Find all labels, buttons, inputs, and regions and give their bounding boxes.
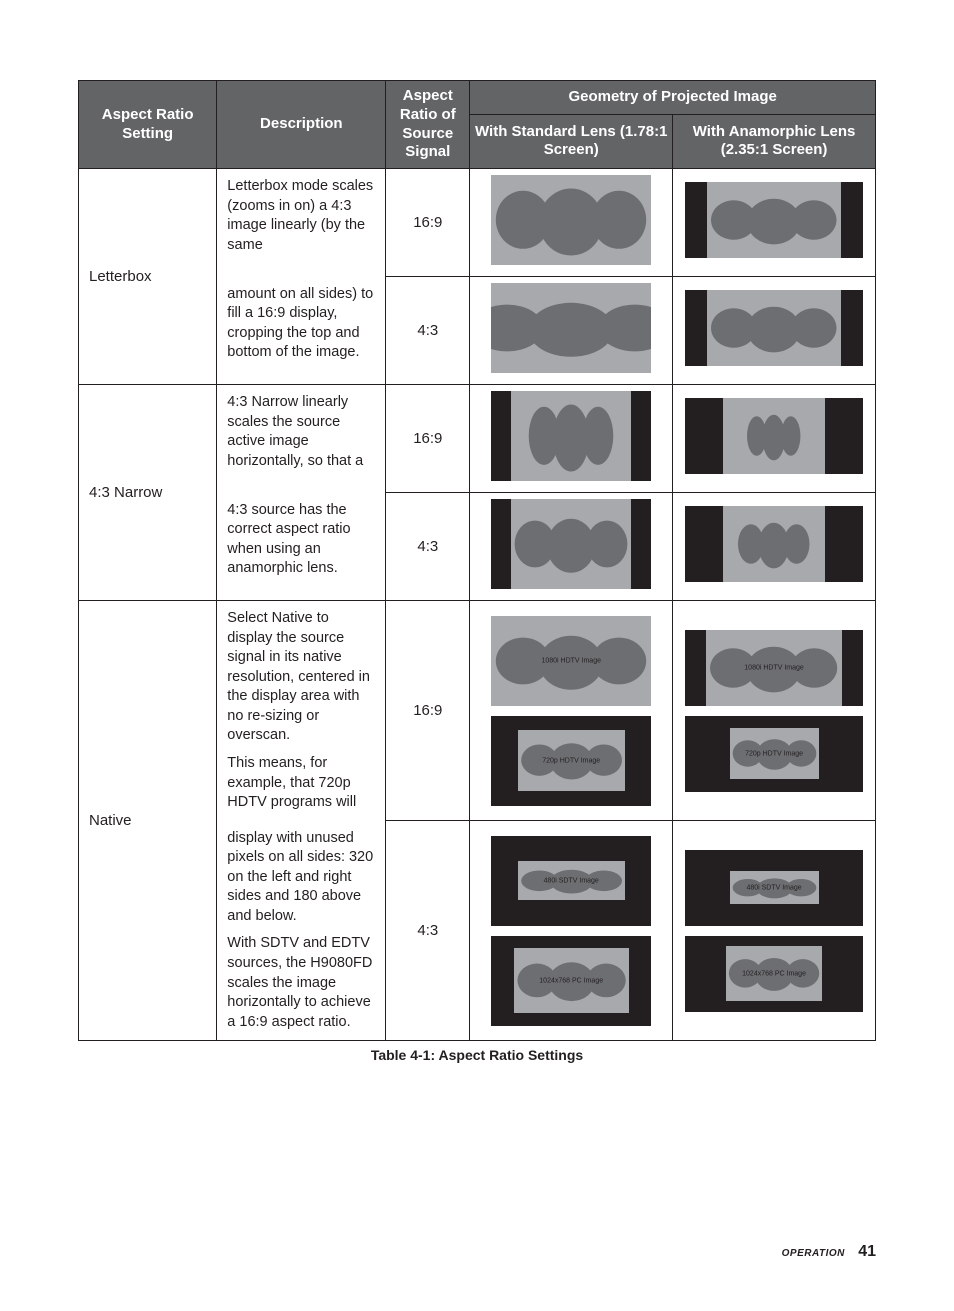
page-footer: OPERATION 41 [78, 1243, 876, 1261]
row-desc: display with unused pixels on all sides:… [217, 821, 386, 1041]
row-desc: 4:3 source has the correct aspect ratio … [217, 493, 386, 601]
aspect-ratio-table: Aspect Ratio Setting Description Aspect … [78, 80, 876, 1041]
desc-para: With SDTV and EDTV sources, the H9080FD … [227, 934, 375, 1032]
geom-label: 480i SDTV Image [518, 877, 625, 884]
geom-cell [673, 385, 876, 493]
geom-cell [673, 277, 876, 385]
geom-cell: 1080i HDTV Image 720p HDTV Image [673, 601, 876, 821]
geom-cell [673, 169, 876, 277]
geom-cell [470, 277, 673, 385]
row-signal: 4:3 [386, 493, 470, 601]
row-signal: 16:9 [386, 601, 470, 821]
row-desc: Select Native to display the source sign… [217, 601, 386, 821]
geom-label: 1024x768 PC Image [514, 977, 629, 984]
geom-label: 1080i HDTV Image [706, 664, 841, 671]
geom-cell [470, 169, 673, 277]
th-geometry-group: Geometry of Projected Image [470, 81, 876, 115]
row-setting: Native [79, 601, 217, 1041]
geom-label: 1080i HDTV Image [491, 657, 651, 664]
row-desc: Letterbox mode scales (zooms in on) a 4:… [217, 169, 386, 277]
geom-cell: 480i SDTV Image 1024x768 PC Image [673, 821, 876, 1041]
th-description: Description [217, 81, 386, 169]
geom-cell [673, 493, 876, 601]
th-anam-lens: With Anamorphic Lens (2.35:1 Screen) [673, 114, 876, 168]
row-signal: 4:3 [386, 277, 470, 385]
row-desc: 4:3 Narrow linearly scales the source ac… [217, 385, 386, 493]
geom-label: 720p HDTV Image [518, 757, 625, 764]
footer-page-number: 41 [858, 1243, 876, 1260]
desc-para: Select Native to display the source sign… [227, 609, 375, 746]
geom-label: 1024x768 PC Image [726, 970, 822, 977]
th-setting: Aspect Ratio Setting [79, 81, 217, 169]
geom-cell: 1080i HDTV Image 720p HDTV Image [470, 601, 673, 821]
row-signal: 16:9 [386, 385, 470, 493]
row-setting: 4:3 Narrow [79, 385, 217, 601]
table-caption: Table 4-1: Aspect Ratio Settings [78, 1047, 876, 1063]
desc-para: This means, for example, that 720p HDTV … [227, 754, 375, 813]
th-std-lens: With Standard Lens (1.78:1 Screen) [470, 114, 673, 168]
row-signal: 16:9 [386, 169, 470, 277]
th-source: Aspect Ratio of Source Signal [386, 81, 470, 169]
geom-label: 480i SDTV Image [730, 884, 819, 891]
desc-para: display with unused pixels on all sides:… [227, 829, 375, 927]
geom-cell [470, 385, 673, 493]
row-signal: 4:3 [386, 821, 470, 1041]
geom-cell [470, 493, 673, 601]
footer-section: OPERATION [782, 1248, 845, 1259]
row-desc: amount on all sides) to fill a 16:9 disp… [217, 277, 386, 385]
geom-label: 720p HDTV Image [730, 750, 819, 757]
geom-cell: 480i SDTV Image 1024x768 PC Image [470, 821, 673, 1041]
row-setting: Letterbox [79, 169, 217, 385]
